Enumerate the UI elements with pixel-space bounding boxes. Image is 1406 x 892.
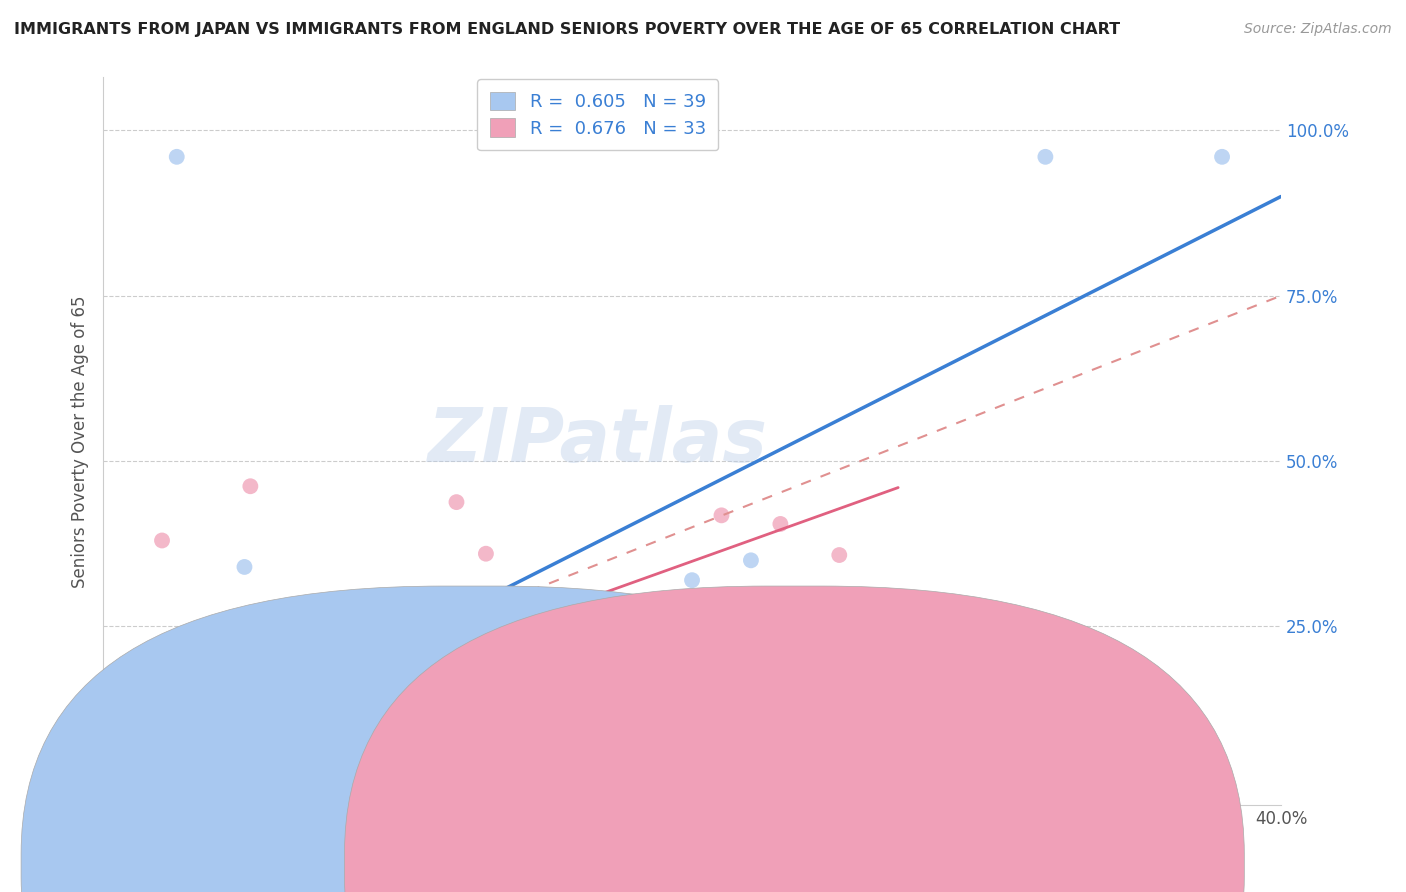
Point: [136, 739, 159, 754]
Point: [107, 752, 129, 766]
Legend: R =  0.605   N = 39, R =  0.676   N = 33: R = 0.605 N = 39, R = 0.676 N = 33: [477, 79, 718, 151]
Point: [127, 744, 149, 758]
Point: [112, 748, 135, 763]
Point: [127, 747, 149, 761]
Point: [115, 757, 138, 772]
Point: [312, 687, 335, 701]
Point: [446, 495, 468, 509]
Point: [283, 708, 305, 723]
Point: [651, 591, 673, 606]
Point: [150, 735, 173, 749]
Point: [416, 667, 439, 681]
Point: [180, 675, 202, 690]
Point: [186, 739, 208, 754]
Point: [269, 712, 291, 726]
Point: [283, 696, 305, 710]
Point: [298, 706, 321, 720]
Point: [180, 722, 202, 736]
Point: [681, 573, 703, 587]
Point: [592, 611, 614, 625]
Point: [101, 755, 124, 769]
Point: [887, 590, 910, 604]
Point: [1211, 150, 1233, 164]
Point: [112, 747, 135, 761]
Point: [94, 760, 117, 774]
Point: [104, 748, 127, 763]
Point: [145, 737, 167, 751]
Point: [475, 646, 498, 660]
Point: [136, 744, 159, 758]
Point: [740, 553, 762, 567]
Point: [118, 757, 141, 772]
Point: [357, 685, 380, 699]
Point: [239, 479, 262, 493]
Point: [166, 737, 188, 751]
Point: [101, 752, 124, 766]
Point: [121, 750, 143, 764]
Point: [180, 731, 202, 746]
Point: [328, 696, 350, 710]
Point: [145, 739, 167, 753]
Point: [166, 150, 188, 164]
Point: [110, 755, 132, 769]
Point: [118, 753, 141, 767]
Point: [1035, 150, 1057, 164]
Point: [710, 508, 733, 523]
Point: [533, 629, 555, 643]
Text: ZIPatlas: ZIPatlas: [427, 405, 768, 478]
Point: [209, 729, 232, 743]
Point: [416, 663, 439, 677]
Point: [166, 678, 188, 692]
Text: Source: ZipAtlas.com: Source: ZipAtlas.com: [1244, 22, 1392, 37]
Point: [828, 548, 851, 562]
Point: [475, 646, 498, 660]
Text: Immigrants from Japan: Immigrants from Japan: [520, 857, 696, 872]
Point: [533, 626, 555, 640]
Point: [225, 723, 247, 738]
Point: [98, 755, 121, 769]
Point: [209, 712, 232, 726]
Point: [387, 675, 409, 690]
Point: [156, 739, 179, 754]
Y-axis label: Seniors Poverty Over the Age of 65: Seniors Poverty Over the Age of 65: [72, 295, 89, 588]
Point: [233, 706, 256, 721]
Point: [156, 731, 179, 746]
Point: [769, 516, 792, 531]
Point: [592, 606, 614, 620]
Point: [254, 702, 277, 716]
Point: [195, 717, 218, 731]
Point: [254, 715, 277, 730]
Point: [357, 675, 380, 690]
Text: Immigrants from England: Immigrants from England: [844, 857, 1039, 872]
Point: [233, 560, 256, 574]
Point: [195, 733, 218, 747]
Point: [150, 533, 173, 548]
Point: [166, 726, 188, 740]
Point: [475, 547, 498, 561]
Point: [239, 720, 262, 734]
Point: [107, 745, 129, 759]
Point: [94, 758, 117, 772]
Text: IMMIGRANTS FROM JAPAN VS IMMIGRANTS FROM ENGLAND SENIORS POVERTY OVER THE AGE OF: IMMIGRANTS FROM JAPAN VS IMMIGRANTS FROM…: [14, 22, 1121, 37]
